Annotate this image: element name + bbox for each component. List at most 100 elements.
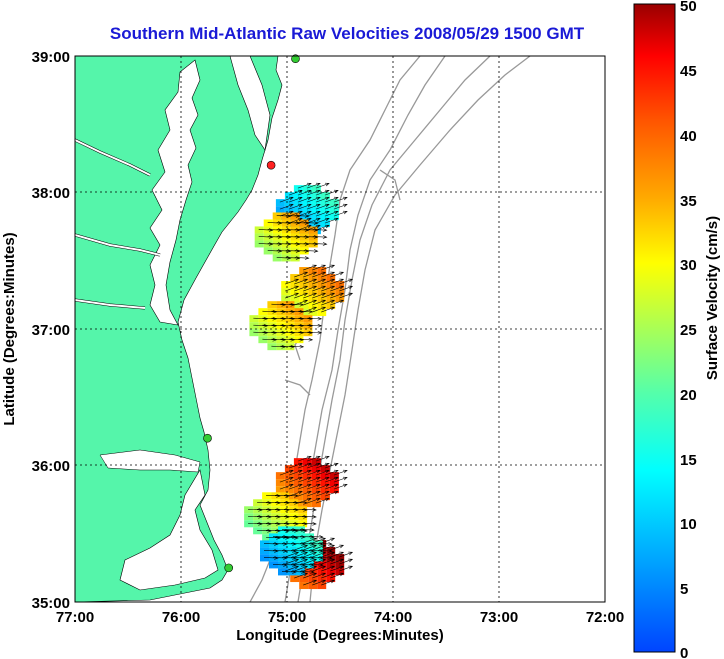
colorbar: 50 45 40 35 30 25 20 15 10 5 0 Surface V… xyxy=(633,0,721,659)
velocity-arrow xyxy=(321,551,336,558)
velocity-arrow xyxy=(297,217,312,224)
velocity-arrow xyxy=(321,264,336,271)
velocity-cell xyxy=(311,199,321,207)
velocity-arrow xyxy=(285,228,301,232)
velocity-arrow xyxy=(257,514,272,519)
velocity-cell xyxy=(329,479,339,487)
velocity-arrow xyxy=(333,476,348,483)
velocity-arrow xyxy=(317,556,333,560)
velocity-arrow xyxy=(303,551,318,558)
velocity-arrow xyxy=(299,556,315,560)
velocity-arrow xyxy=(281,542,297,546)
velocity-arrow xyxy=(294,572,309,579)
velocity-arrow xyxy=(267,228,283,232)
velocity-arrow xyxy=(297,189,312,196)
velocity-arrow xyxy=(324,196,339,203)
velocity-cell xyxy=(263,247,273,255)
velocity-arrow xyxy=(248,514,263,519)
velocity-arrow xyxy=(298,330,314,335)
velocity-arrow xyxy=(306,497,321,504)
velocity-arrow xyxy=(279,476,294,483)
station-marker xyxy=(266,160,276,170)
velocity-arrow xyxy=(290,535,306,539)
velocity-cell xyxy=(302,185,312,193)
velocity-arrow xyxy=(289,337,305,342)
velocity-arrow xyxy=(315,497,330,504)
velocity-cell xyxy=(254,240,264,248)
colorbar-tick: 30 xyxy=(680,257,697,274)
velocity-cell xyxy=(317,288,327,296)
velocity-cell xyxy=(258,336,268,344)
velocity-arrow xyxy=(315,476,330,483)
velocity-arrow xyxy=(306,455,321,462)
velocity-arrow xyxy=(297,469,312,476)
velocity-cell xyxy=(260,554,269,562)
velocity-arrow xyxy=(306,210,321,217)
velocity-arrow xyxy=(297,462,312,469)
station-marker xyxy=(291,54,300,64)
velocity-cell xyxy=(275,479,285,487)
velocity-arrow xyxy=(263,542,279,546)
velocity-arrow xyxy=(312,264,327,271)
velocity-arrow xyxy=(321,306,336,313)
velocity-arrow xyxy=(272,542,288,546)
velocity-cell xyxy=(311,493,321,501)
velocity-arrow xyxy=(315,224,330,231)
velocity-arrow xyxy=(321,537,336,544)
velocity-arrow xyxy=(294,278,309,285)
velocity-arrow xyxy=(297,224,312,231)
velocity-arrow xyxy=(266,507,281,512)
velocity-arrow xyxy=(312,572,327,579)
velocity-arrow xyxy=(289,344,305,349)
velocity-cell xyxy=(299,267,309,275)
albemarle-sound xyxy=(99,449,201,473)
velocity-arrow xyxy=(288,483,303,490)
velocity-arrow xyxy=(262,316,278,321)
velocity-arrow xyxy=(339,565,354,572)
velocity-arrow xyxy=(330,271,345,278)
velocity-arrow xyxy=(297,210,312,217)
velocity-arrow xyxy=(275,507,290,512)
velocity-cell xyxy=(335,281,345,289)
colorbar-gradient xyxy=(633,3,676,653)
velocity-arrow xyxy=(333,483,348,490)
velocity-cell xyxy=(311,206,321,214)
pamlico-sound xyxy=(119,469,219,591)
velocity-arrow xyxy=(290,556,306,560)
velocity-arrow xyxy=(275,493,290,498)
colorbar-tick: 50 xyxy=(680,0,697,15)
velocity-cell xyxy=(335,554,345,562)
velocity-cell xyxy=(281,295,291,303)
velocity-arrow xyxy=(303,565,318,572)
velocity-cell xyxy=(329,206,339,214)
velocity-cell xyxy=(317,309,327,317)
velocity-cell xyxy=(311,213,321,221)
velocity-cell xyxy=(302,486,312,494)
velocity-cell xyxy=(290,288,300,296)
velocity-arrow xyxy=(253,323,269,328)
y-tick-label: 35:00 xyxy=(32,595,70,612)
velocity-cell xyxy=(284,192,294,200)
velocity-cell xyxy=(329,486,339,494)
velocity-cell xyxy=(284,465,294,473)
velocity-arrow xyxy=(315,483,330,490)
velocity-arrow xyxy=(315,217,330,224)
velocity-cell xyxy=(311,192,321,200)
plot-frame xyxy=(74,55,606,603)
velocity-arrow xyxy=(324,469,339,476)
velocity-arrow xyxy=(294,228,310,232)
velocity-arrow xyxy=(294,256,310,260)
velocity-arrow xyxy=(303,235,319,239)
velocity-cell xyxy=(284,493,294,501)
velocity-cell xyxy=(293,458,303,466)
velocity-cell xyxy=(320,199,330,207)
velocity-cell xyxy=(254,233,264,241)
velocity-cell xyxy=(302,206,312,214)
velocity-arrow xyxy=(284,521,299,526)
velocity-arrow xyxy=(281,528,297,532)
velocity-cell xyxy=(293,493,303,501)
velocity-cell xyxy=(326,288,336,296)
velocity-cell xyxy=(317,568,327,576)
velocity-arrow xyxy=(262,337,278,342)
velocity-arrow xyxy=(312,242,328,246)
